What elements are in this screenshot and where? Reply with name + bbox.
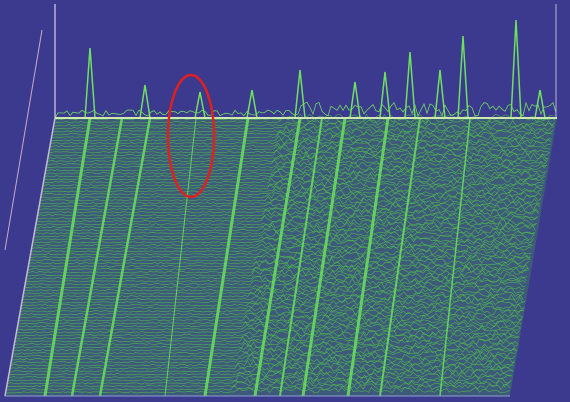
waterfall-screenshot — [0, 0, 570, 402]
page: (() => { const svg = document.getElement… — [0, 0, 570, 402]
